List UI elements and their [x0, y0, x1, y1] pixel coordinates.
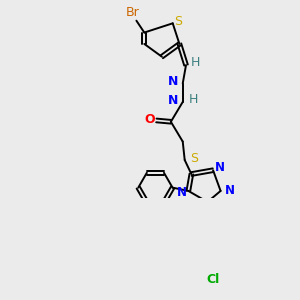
Text: H: H: [189, 93, 198, 106]
Text: S: S: [190, 152, 198, 165]
Text: Br: Br: [126, 6, 139, 19]
Text: N: N: [177, 186, 187, 200]
Text: N: N: [225, 184, 235, 197]
Text: O: O: [144, 113, 155, 126]
Text: N: N: [168, 94, 179, 107]
Text: N: N: [215, 161, 225, 174]
Text: N: N: [168, 75, 179, 88]
Text: S: S: [174, 16, 182, 28]
Text: H: H: [190, 56, 200, 69]
Text: Cl: Cl: [206, 273, 219, 286]
